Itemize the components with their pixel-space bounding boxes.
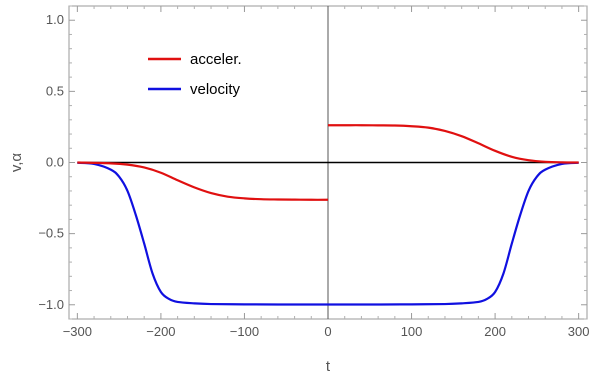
axis-ticks (69, 5, 587, 320)
x-tick-label: −200 (146, 324, 175, 339)
axis-tick-labels: −300 −200 −100 0 100 200 300 −1.0 −0.5 0.0 0.5 1.0 (38, 12, 589, 339)
x-tick-label: −100 (230, 324, 259, 339)
y-tick-label: 0.0 (46, 155, 64, 170)
y-tick-label: −1.0 (38, 297, 64, 312)
legend-label-acceler: acceler. (190, 51, 242, 68)
series-layer (77, 124, 579, 306)
x-axis-label: t (326, 358, 331, 375)
x-tick-label: 300 (568, 324, 590, 339)
legend: acceler. velocity (148, 51, 242, 98)
x-tick-label: 200 (484, 324, 506, 339)
velocity-series-line (77, 161, 579, 306)
acceler-series-line (77, 161, 329, 201)
x-tick-label: −300 (63, 324, 92, 339)
y-axis-label: v,α (8, 153, 25, 173)
y-tick-label: 0.5 (46, 83, 64, 98)
x-tick-label: 100 (401, 324, 423, 339)
y-tick-label: 1.0 (46, 12, 64, 27)
legend-label-velocity: velocity (190, 81, 241, 98)
y-tick-label: −0.5 (38, 226, 64, 241)
x-tick-label: 0 (324, 324, 331, 339)
acceler-series-line (327, 124, 579, 164)
